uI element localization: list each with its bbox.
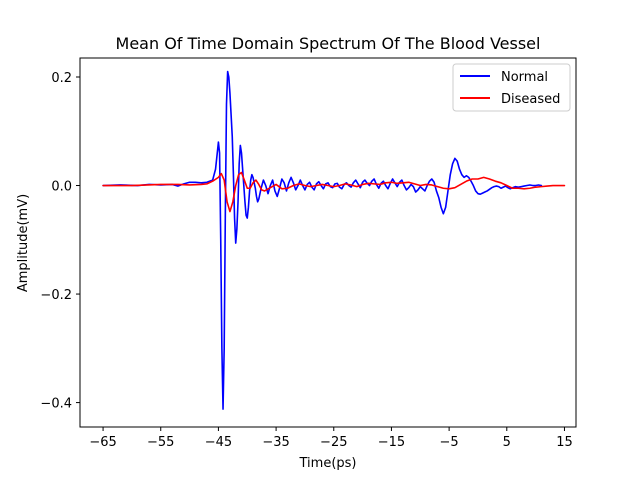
series-line-diseased: [102, 171, 566, 213]
x-axis-ticks: −65 −55 −45 −35 −25 −15 −5 5 15: [89, 427, 573, 450]
y-tick-label: 0.2: [51, 71, 72, 86]
x-tick-label: −35: [262, 435, 289, 450]
x-tick-label: −5: [440, 435, 459, 450]
x-tick-label: 5: [503, 435, 511, 450]
legend-label-normal: Normal: [501, 70, 548, 85]
x-tick-label: 15: [556, 435, 573, 450]
y-tick-label: −0.4: [40, 397, 72, 412]
x-tick-label: −25: [320, 435, 347, 450]
legend-label-diseased: Diseased: [501, 92, 560, 107]
x-tick-label: −15: [378, 435, 405, 450]
x-tick-label: −55: [147, 435, 174, 450]
y-tick-label: 0.0: [51, 180, 72, 195]
y-axis-ticks: 0.2 0.0 −0.2 −0.4: [40, 71, 80, 412]
plot-lines: [102, 70, 566, 410]
legend: Normal Diseased: [452, 63, 571, 112]
plot-area: [80, 58, 576, 427]
x-axis-label: Time(ps): [299, 456, 357, 471]
x-tick-label: −45: [205, 435, 232, 450]
x-tick-label: −65: [89, 435, 116, 450]
plot-frame: [79, 57, 577, 428]
y-axis-label: Amplitude(mV): [16, 194, 31, 292]
y-tick-label: −0.2: [40, 288, 72, 303]
chart-title: Mean Of Time Domain Spectrum Of The Bloo…: [116, 34, 541, 53]
